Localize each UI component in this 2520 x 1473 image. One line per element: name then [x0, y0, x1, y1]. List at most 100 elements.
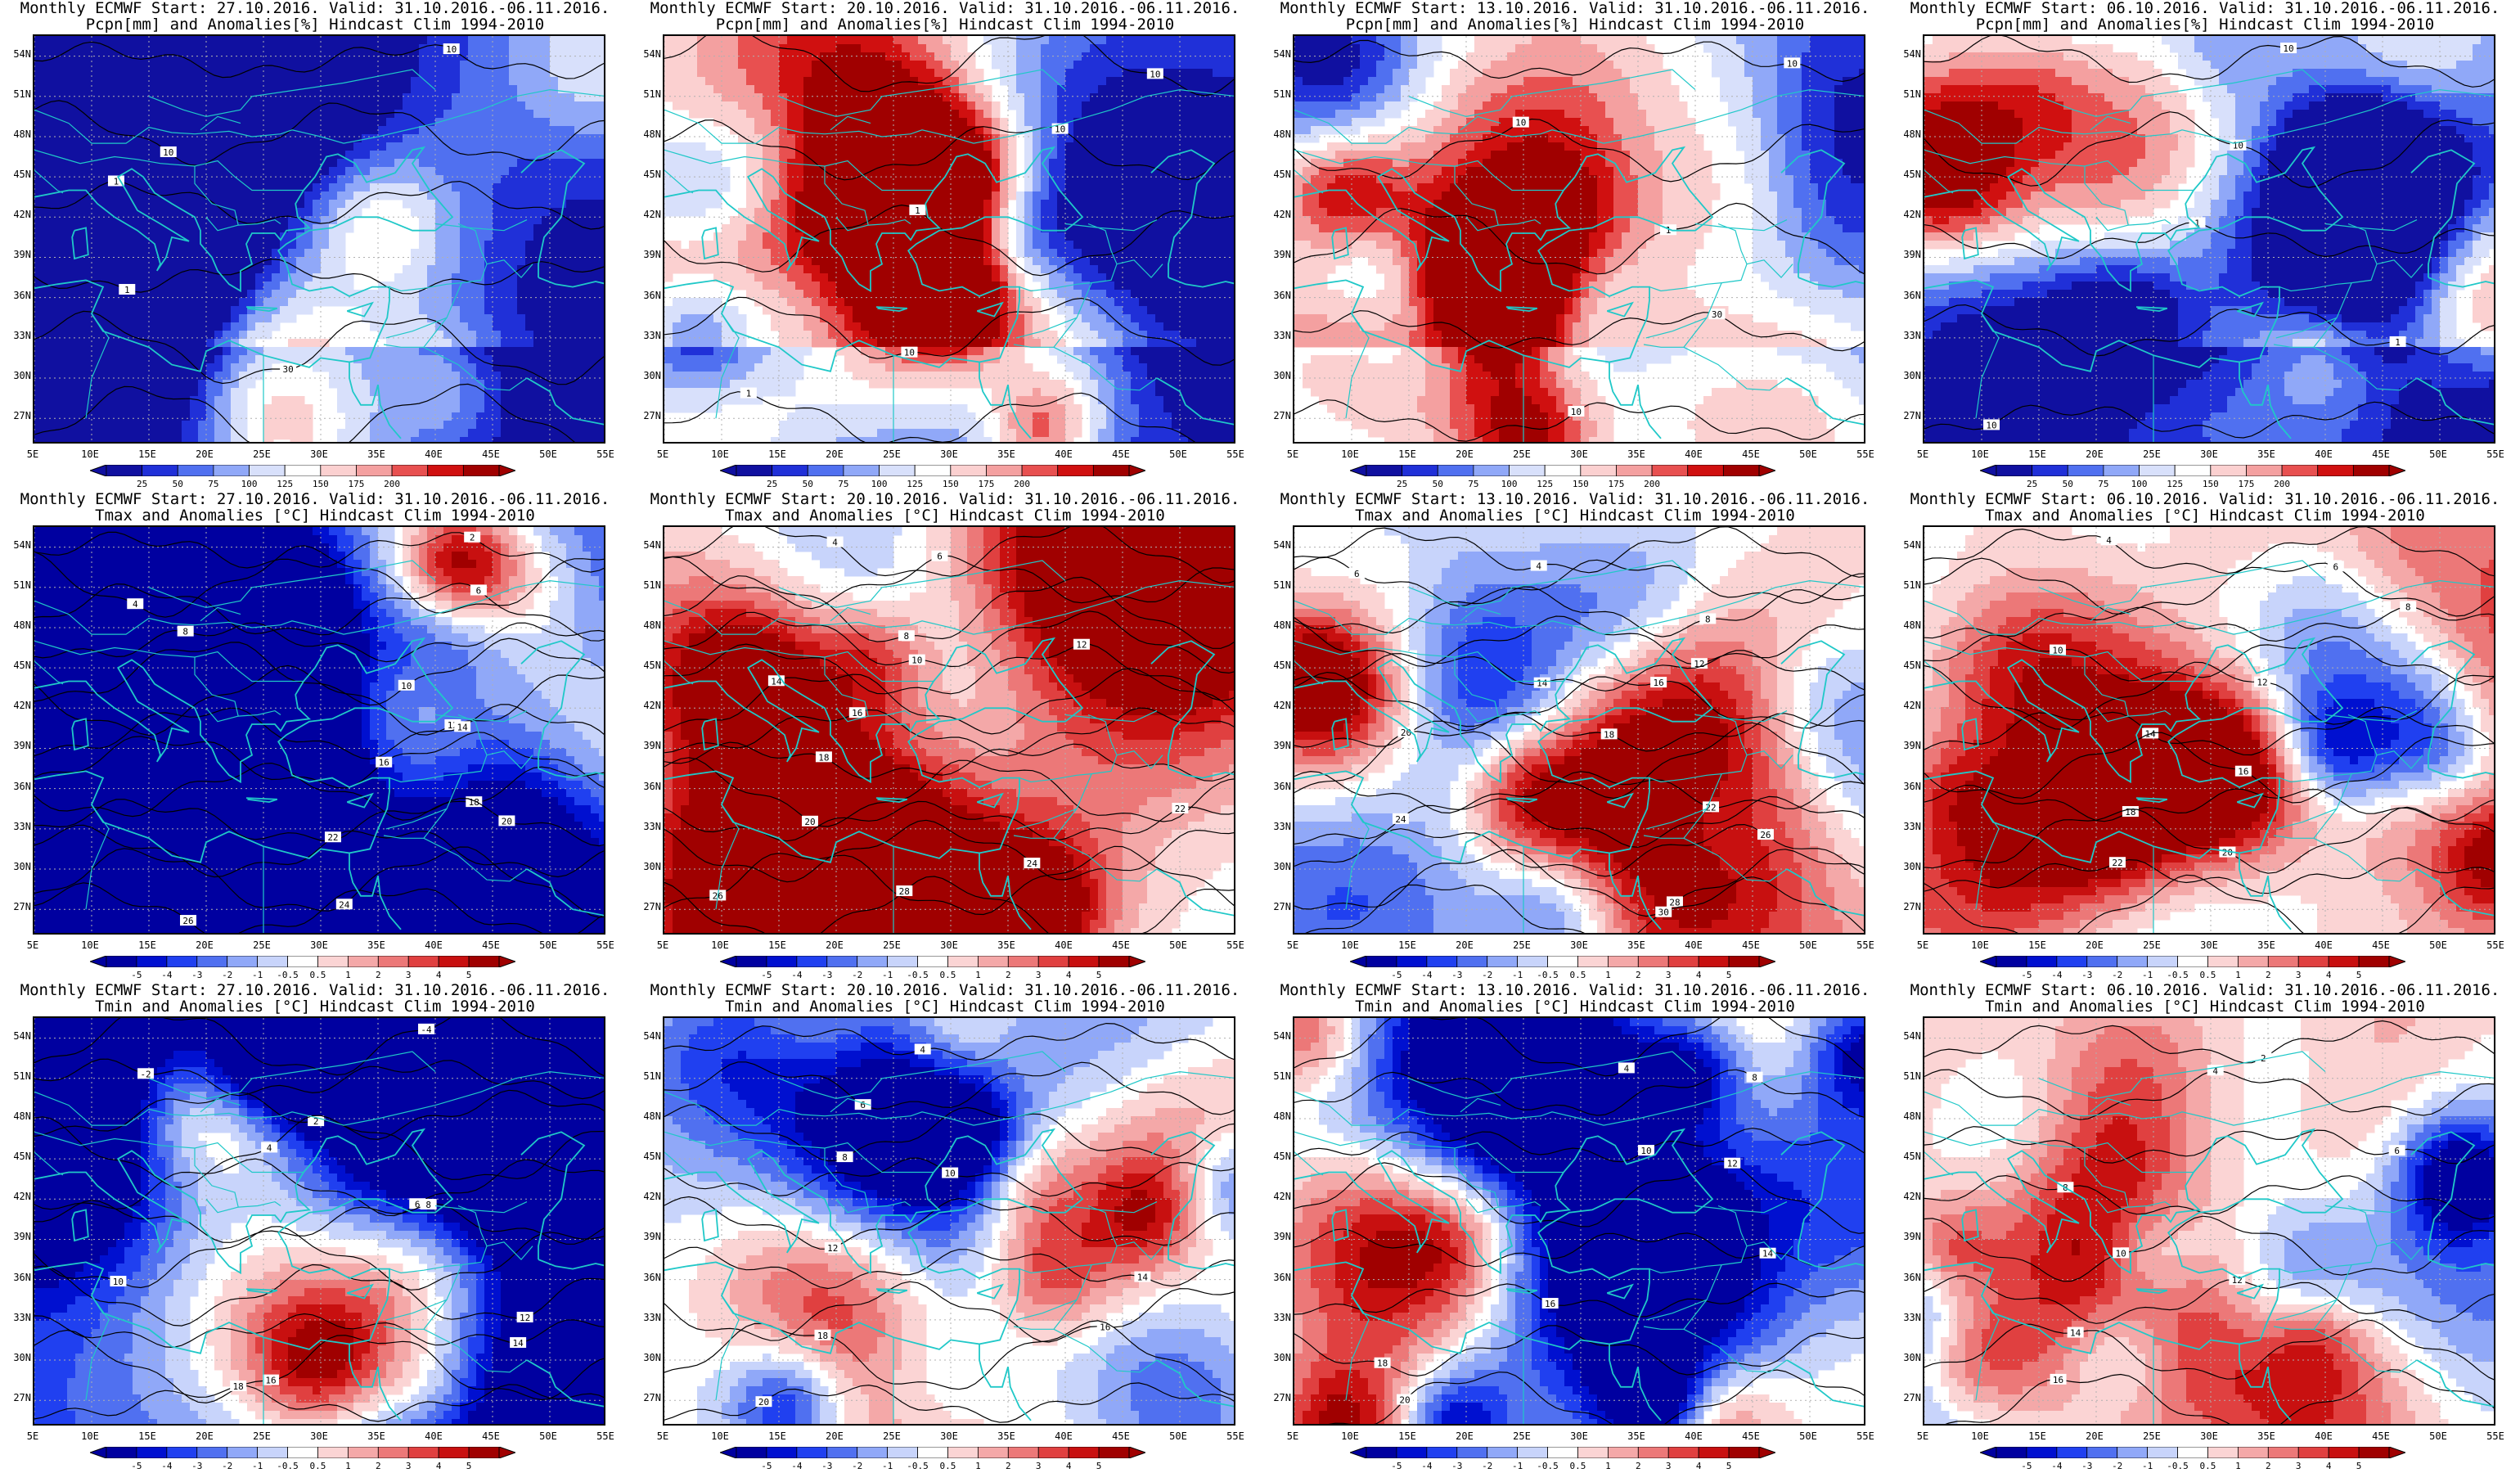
field-cell: [836, 126, 845, 135]
field-cell: [304, 404, 313, 413]
field-cell: [165, 216, 174, 225]
field-cell: [951, 151, 960, 160]
field-cell: [59, 249, 68, 258]
field-cell: [378, 167, 387, 176]
field-cell: [517, 134, 526, 143]
field-cell: [34, 200, 43, 209]
field-cell: [149, 208, 158, 217]
field-cell: [877, 159, 886, 168]
field-cell: [877, 110, 886, 119]
field-cell: [1098, 208, 1107, 217]
field-cell: [51, 355, 60, 364]
field-cell: [272, 421, 281, 430]
field-cell: [1065, 216, 1074, 225]
field-cell: [1131, 175, 1140, 184]
field-cell: [165, 421, 174, 430]
field-cell: [124, 175, 133, 184]
latitude-label: 51N: [7, 88, 31, 100]
field-cell: [141, 437, 150, 442]
field-cell: [272, 142, 281, 151]
colorbar-segment: [213, 465, 250, 476]
field-cell: [1082, 36, 1091, 45]
field-cell: [190, 36, 199, 45]
field-cell: [59, 191, 68, 200]
field-cell: [67, 208, 76, 217]
field-cell: [861, 69, 870, 78]
field-cell: [67, 175, 76, 184]
field-cell: [1172, 216, 1181, 225]
field-cell: [411, 93, 420, 102]
field-cell: [754, 142, 763, 151]
field-cell: [599, 224, 604, 233]
field-cell: [247, 52, 256, 61]
field-cell: [34, 273, 43, 282]
field-cell: [787, 85, 796, 94]
field-cell: [673, 101, 682, 110]
field-cell: [525, 93, 534, 102]
field-cell: [975, 191, 984, 200]
country-border: [434, 219, 528, 232]
field-cell: [133, 175, 142, 184]
field-cell: [231, 372, 240, 381]
field-cell: [1008, 69, 1017, 78]
field-cell: [435, 44, 444, 53]
field-cell: [419, 216, 428, 225]
field-cell: [165, 36, 174, 45]
field-cell: [34, 134, 43, 143]
field-cell: [353, 355, 362, 364]
field-cell: [182, 282, 191, 291]
field-cell: [247, 175, 256, 184]
field-cell: [362, 347, 371, 356]
field-cell: [321, 110, 330, 119]
field-cell: [452, 339, 461, 348]
field-cell: [1041, 85, 1050, 94]
field-cell: [452, 388, 461, 397]
field-cell: [182, 134, 191, 143]
field-cell: [550, 412, 559, 421]
field-cell: [525, 331, 534, 340]
field-cell: [1073, 200, 1082, 209]
field-cell: [795, 77, 804, 86]
field-cell: [443, 429, 452, 438]
field-cell: [419, 118, 428, 127]
field-cell: [599, 306, 604, 315]
field-cell: [951, 167, 960, 176]
field-cell: [583, 52, 592, 61]
field-cell: [75, 126, 84, 135]
field-cell: [165, 388, 174, 397]
field-cell: [443, 151, 452, 160]
field-cell: [460, 273, 469, 282]
field-cell: [681, 208, 690, 217]
field-cell: [525, 191, 534, 200]
field-cell: [583, 191, 592, 200]
field-cell: [337, 208, 346, 217]
field-cell: [517, 429, 526, 438]
field-cell: [427, 290, 436, 299]
field-cell: [1229, 183, 1234, 192]
field-cell: [255, 273, 264, 282]
field-cell: [321, 44, 330, 53]
field-cell: [190, 355, 199, 364]
field-cell: [272, 347, 281, 356]
field-cell: [272, 437, 281, 442]
field-cell: [1049, 216, 1058, 225]
field-cell: [681, 44, 690, 53]
field-cell: [771, 85, 780, 94]
field-cell: [820, 134, 829, 143]
field-cell: [345, 167, 354, 176]
field-cell: [591, 404, 600, 413]
field-cell: [313, 52, 322, 61]
field-cell: [157, 273, 166, 282]
field-cell: [124, 355, 133, 364]
field-cell: [231, 322, 240, 331]
field-cell: [1123, 85, 1132, 94]
field-cell: [1180, 167, 1189, 176]
field-cell: [394, 85, 403, 94]
field-cell: [337, 175, 346, 184]
field-cell: [599, 273, 604, 282]
field-cell: [501, 175, 510, 184]
field-cell: [206, 224, 215, 233]
field-cell: [214, 175, 223, 184]
field-cell: [1090, 134, 1099, 143]
field-cell: [869, 183, 878, 192]
